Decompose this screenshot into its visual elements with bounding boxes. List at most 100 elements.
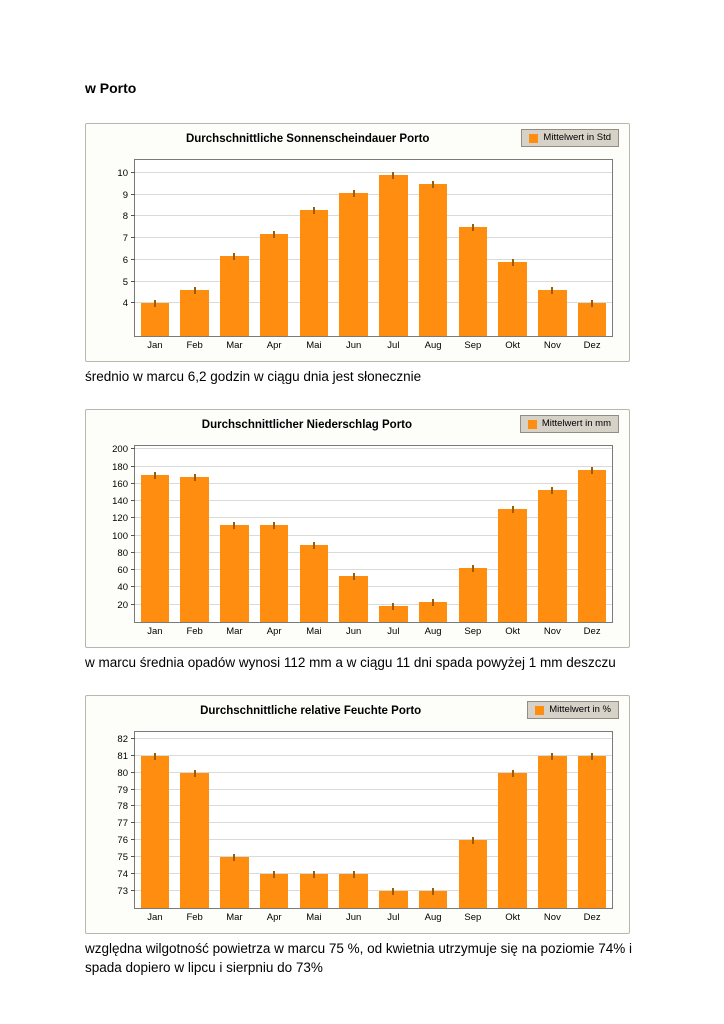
mean-whisker: [153, 300, 156, 307]
gridline: [135, 259, 612, 260]
mean-whisker: [273, 231, 276, 238]
mean-whisker: [193, 287, 196, 294]
x-axis-label: Apr: [266, 626, 282, 638]
y-axis-tick: [131, 755, 135, 757]
bar: [577, 300, 607, 336]
y-axis-tick: [131, 839, 135, 841]
mean-whisker: [193, 474, 196, 482]
mean-whisker: [233, 854, 236, 862]
bar: [259, 871, 289, 909]
x-axis-label: Dez: [583, 912, 601, 924]
y-axis-tick: [131, 890, 135, 892]
y-axis-label: 200: [112, 443, 128, 455]
mean-whisker: [551, 753, 554, 761]
bar: [379, 888, 408, 909]
bar: [458, 565, 488, 623]
y-axis-label: 20: [117, 599, 128, 611]
x-axis-label: Mar: [226, 626, 243, 638]
plot-area: 73 74 75 76 77 78 79 80 81 82 Jan Feb Mar Apr Mai Jun Ju…: [117, 731, 613, 923]
mean-whisker: [352, 573, 355, 581]
y-axis-label: 80: [117, 547, 128, 559]
y-axis-tick: [131, 805, 135, 807]
mean-whisker: [551, 487, 554, 495]
plot-area: 4 5 6 7 8 9 10 Jan Feb Mar Apr Mai Jun Jul Aug Sep Okt No…: [117, 159, 613, 351]
bar: [180, 287, 209, 336]
bar: [140, 300, 170, 336]
gridline: [135, 839, 612, 841]
gridline: [135, 535, 612, 537]
mean-whisker: [273, 871, 276, 879]
caption-humidity: względna wilgotność powietrza w marcu 75…: [85, 941, 633, 975]
y-axis-tick: [131, 281, 135, 282]
mean-whisker: [471, 224, 474, 231]
x-axis-label: Dez: [583, 626, 601, 638]
bar: [577, 753, 607, 909]
bar: [577, 467, 607, 623]
chart-header: Durchschnittlicher Niederschlag Porto Mi…: [94, 415, 619, 437]
bar: [498, 770, 527, 909]
y-axis-label: 120: [112, 512, 128, 524]
x-axis-label: Jun: [345, 626, 362, 638]
legend-color-swatch: [529, 133, 539, 143]
x-axis-label: Nov: [543, 340, 561, 351]
gridline: [135, 586, 612, 588]
gridline: [135, 483, 612, 485]
legend-color-swatch: [527, 419, 537, 429]
x-axis-label: Jan: [147, 626, 163, 638]
gridline: [135, 281, 612, 282]
chart-title: Durchschnittliche Sonnenscheindauer Port…: [185, 133, 430, 145]
gridline: [135, 822, 612, 824]
x-axis-label: Feb: [186, 626, 203, 638]
chart-title: Durchschnittliche relative Feuchte Porto: [200, 705, 422, 718]
y-axis-label: 76: [117, 834, 128, 846]
gridline: [135, 755, 612, 757]
mean-whisker: [273, 522, 276, 530]
mean-whisker: [471, 565, 474, 573]
mean-whisker: [511, 770, 514, 778]
y-axis-tick: [131, 604, 135, 606]
bar: [538, 487, 567, 623]
x-axis-label: Mai: [306, 340, 322, 351]
mean-whisker: [432, 181, 435, 188]
y-axis-label: 81: [117, 750, 128, 762]
sunshine-chart: Durchschnittliche Sonnenscheindauer Port…: [85, 123, 630, 362]
gridline: [135, 302, 612, 303]
gridline: [135, 194, 612, 195]
gridline: [135, 873, 612, 875]
y-axis-label: 7: [122, 232, 128, 244]
y-axis-label: 180: [112, 461, 128, 473]
mean-whisker: [471, 837, 474, 845]
plot-wrap: 4 5 6 7 8 9 10 Jan Feb Mar Apr Mai Jun Jul Aug Sep Okt No…: [117, 159, 613, 351]
bar: [259, 522, 289, 623]
mean-whisker: [551, 287, 554, 294]
legend-label: Mittelwert in mm: [541, 418, 611, 430]
chart-header: Durchschnittliche Sonnenscheindauer Port…: [94, 129, 619, 151]
y-axis-label: 75: [117, 851, 128, 863]
y-axis-tick: [131, 569, 135, 571]
mean-whisker: [432, 599, 435, 607]
gridline: [135, 517, 612, 519]
y-axis-label: 74: [117, 868, 128, 880]
y-axis-tick: [131, 517, 135, 519]
bar: [339, 871, 368, 909]
y-axis-tick: [131, 172, 135, 173]
chart-legend: Mittelwert in Std: [521, 129, 619, 147]
y-axis-tick: [131, 856, 135, 858]
bar: [299, 207, 329, 336]
x-axis-label: Aug: [424, 912, 442, 924]
y-axis-label: 80: [117, 767, 128, 779]
x-axis-label: Apr: [266, 912, 282, 924]
y-axis-tick: [131, 789, 135, 791]
gridline: [135, 772, 612, 774]
y-axis-tick: [131, 822, 135, 824]
chart-title: Durchschnittlicher Niederschlag Porto: [201, 419, 413, 432]
x-axis-label: Okt: [505, 340, 521, 351]
y-axis-tick: [131, 483, 135, 485]
mean-whisker: [312, 542, 315, 550]
bar: [498, 506, 527, 623]
gridline: [135, 856, 612, 858]
bar: [259, 231, 289, 336]
y-axis-label: 73: [117, 885, 128, 897]
humidity-chart: Durchschnittliche relative Feuchte Porto…: [85, 695, 630, 935]
page-heading: w Porto: [85, 80, 137, 96]
